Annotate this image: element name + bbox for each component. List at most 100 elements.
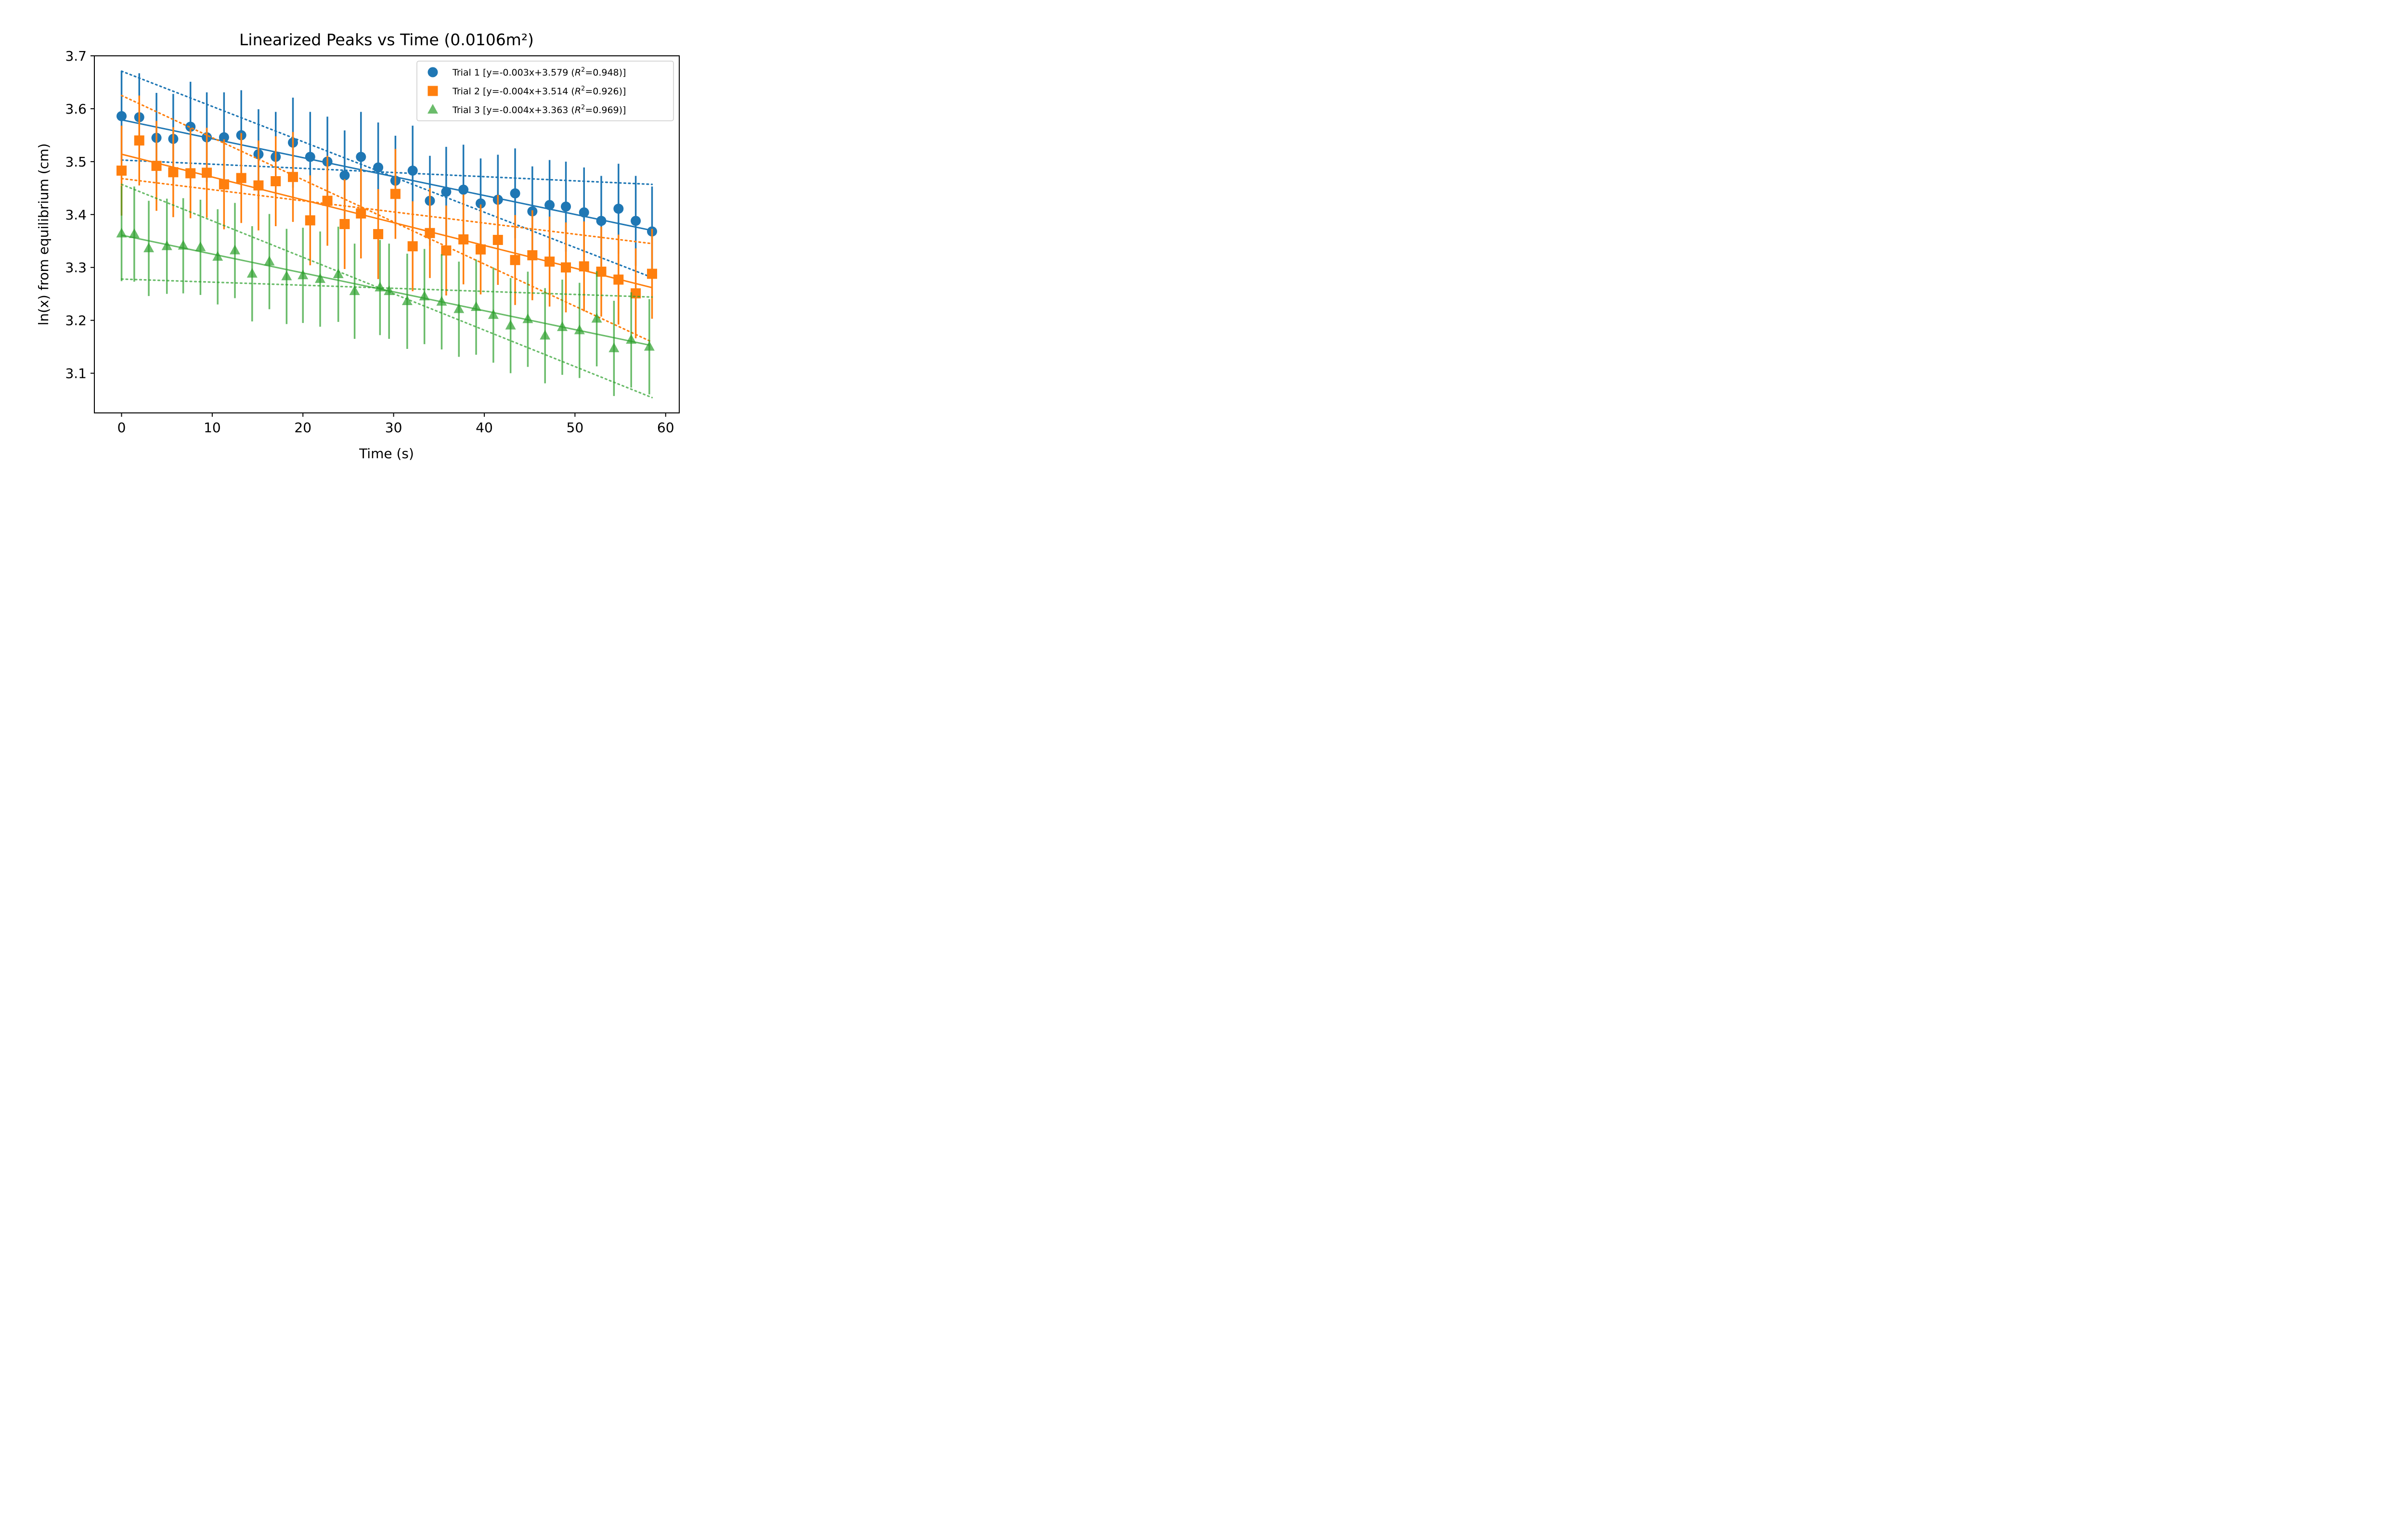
series-3-point-24 xyxy=(505,320,516,330)
series-3-bound-line-2 xyxy=(120,278,653,298)
legend-label-3-suffix: =0.969)] xyxy=(585,105,626,116)
series-2-point-29 xyxy=(596,266,607,277)
y-tick-label-5: 3.6 xyxy=(65,101,87,117)
series-3-point-13 xyxy=(315,273,326,283)
series-3-point-5 xyxy=(178,240,189,250)
series-3-point-10 xyxy=(264,256,275,266)
y-tick-label-4: 3.5 xyxy=(65,154,87,170)
series-1-point-21 xyxy=(458,184,469,195)
series-3-point-11 xyxy=(281,270,292,281)
y-tick-label-6: 3.7 xyxy=(65,48,87,64)
legend-label-1-sup: 2 xyxy=(581,66,585,74)
series-3-point-8 xyxy=(229,244,240,255)
plot-area xyxy=(116,70,657,398)
series-3-point-2 xyxy=(129,228,140,238)
series-1-point-7 xyxy=(219,132,229,142)
series-1-point-1 xyxy=(116,111,127,121)
series-2-point-14 xyxy=(339,219,350,230)
series-3-point-9 xyxy=(246,268,258,278)
series-2-point-26 xyxy=(544,257,555,267)
series-1-point-22 xyxy=(475,198,486,209)
series-1-point-18 xyxy=(407,166,418,176)
series-2 xyxy=(116,94,657,343)
y-tick-label-3: 3.4 xyxy=(65,207,87,223)
y-tick-label-1: 3.2 xyxy=(65,313,87,329)
legend-marker-2 xyxy=(427,86,438,96)
series-1-bound-line-2 xyxy=(120,159,653,185)
series-2-point-20 xyxy=(441,245,452,256)
series-2-point-5 xyxy=(185,168,196,179)
legend-label-1-r: R xyxy=(575,67,581,78)
series-2-bound-line-2 xyxy=(120,178,653,244)
x-axis-label: Time (s) xyxy=(359,446,414,462)
series-2-point-10 xyxy=(271,176,281,187)
series-3-point-29 xyxy=(591,313,602,323)
y-axis-label: ln(x) from equilibrium (cm) xyxy=(36,143,52,326)
series-2-point-19 xyxy=(425,228,435,238)
legend-label-1-prefix: Trial 1 [y=-0.003x+3.579 ( xyxy=(452,67,575,78)
series-3-point-18 xyxy=(401,295,413,306)
series-3-point-15 xyxy=(349,285,360,295)
series-1-point-28 xyxy=(579,207,589,218)
series-3 xyxy=(116,183,655,398)
legend-box xyxy=(416,61,674,121)
series-3-point-28 xyxy=(574,324,585,334)
y-tick-label-0: 3.1 xyxy=(65,366,87,382)
series-2-point-25 xyxy=(527,250,538,260)
plot-content xyxy=(116,70,657,398)
series-3-point-7 xyxy=(212,251,223,261)
series-2-point-6 xyxy=(202,167,212,178)
legend-label-2-prefix: Trial 2 [y=-0.004x+3.514 ( xyxy=(452,86,575,97)
legend-label-3-prefix: Trial 3 [y=-0.004x+3.363 ( xyxy=(452,105,575,116)
series-2-point-8 xyxy=(236,173,246,183)
legend-label-1-suffix: =0.948)] xyxy=(585,67,626,78)
series-2-point-13 xyxy=(322,195,333,206)
series-2-point-15 xyxy=(356,208,366,219)
x-tick-label-0: 0 xyxy=(117,420,126,436)
legend-label-2-sup: 2 xyxy=(581,85,585,92)
legend-marker-1 xyxy=(427,67,438,77)
legend-label-1: Trial 1 [y=-0.003x+3.579 (R2=0.948)] xyxy=(452,66,626,78)
series-3-point-30 xyxy=(608,342,620,352)
series-1-point-20 xyxy=(441,187,452,197)
x-tick-label-60: 60 xyxy=(657,420,674,436)
series-3-point-20 xyxy=(436,296,447,306)
chart-svg: Linearized Peaks vs Time (0.0106m²) 0 10 2… xyxy=(0,0,751,462)
series-2-point-24 xyxy=(510,255,520,265)
y-axis: 3.1 3.2 3.3 3.4 3.5 3.6 3.7 xyxy=(65,48,94,382)
series-3-point-4 xyxy=(161,240,172,250)
series-1-point-31 xyxy=(631,216,641,226)
axes-frame xyxy=(94,55,680,413)
x-tick-label-20: 20 xyxy=(294,420,311,436)
series-3-point-23 xyxy=(488,309,499,319)
series-1-point-12 xyxy=(305,152,315,162)
series-3-point-25 xyxy=(522,313,533,323)
series-1-point-29 xyxy=(596,216,607,226)
series-3-point-27 xyxy=(557,321,568,331)
series-2-point-16 xyxy=(373,229,384,239)
series-1-point-24 xyxy=(510,188,520,199)
series-2-point-32 xyxy=(647,269,657,279)
x-axis: 0 10 20 30 40 50 60 xyxy=(117,413,674,436)
series-1-point-30 xyxy=(613,204,624,214)
series-3-point-22 xyxy=(471,301,482,311)
series-2-bound-line-1 xyxy=(120,94,653,343)
series-1-bound-line-1 xyxy=(120,70,653,279)
x-tick-label-30: 30 xyxy=(385,420,402,436)
x-tick-label-10: 10 xyxy=(204,420,221,436)
series-2-point-30 xyxy=(613,274,624,285)
series-2-point-22 xyxy=(475,244,486,255)
series-3-point-1 xyxy=(116,228,127,238)
series-3-point-16 xyxy=(375,282,386,292)
series-3-point-17 xyxy=(384,285,395,295)
legend-label-3-r: R xyxy=(575,105,581,116)
series-2-point-4 xyxy=(168,167,179,178)
series-3-point-12 xyxy=(298,270,309,280)
series-2-point-3 xyxy=(151,161,162,171)
x-tick-label-40: 40 xyxy=(476,420,493,436)
series-2-point-12 xyxy=(305,215,315,226)
chart-title: Linearized Peaks vs Time (0.0106m²) xyxy=(239,30,534,49)
series-2-point-9 xyxy=(253,180,264,191)
series-1-point-16 xyxy=(373,162,384,173)
series-3-point-21 xyxy=(453,303,465,313)
